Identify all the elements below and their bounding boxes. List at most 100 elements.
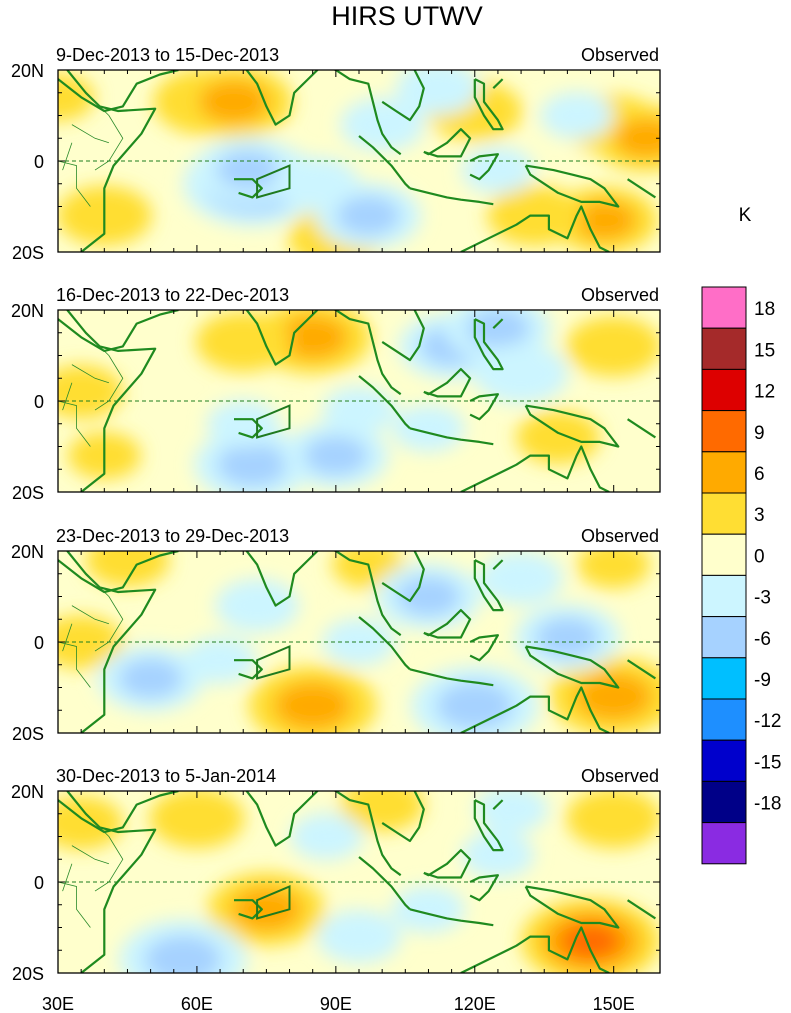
coastline bbox=[234, 418, 263, 439]
panel-date-range: 16-Dec-2013 to 22-Dec-2013 bbox=[56, 285, 289, 305]
country-border bbox=[71, 364, 110, 384]
anomaly-blob bbox=[391, 885, 465, 933]
anomaly-blob bbox=[215, 578, 300, 633]
y-tick-label: 20S bbox=[12, 243, 44, 263]
colorbar-box bbox=[701, 739, 747, 782]
anomaly-field bbox=[58, 310, 660, 492]
anomaly-blob bbox=[304, 435, 368, 476]
chart-title: HIRS UTWV bbox=[331, 1, 483, 31]
country-border bbox=[85, 92, 124, 171]
coastline bbox=[423, 128, 472, 158]
coastline bbox=[460, 205, 610, 252]
anomaly-blob bbox=[274, 681, 352, 730]
colorbar-box bbox=[701, 822, 747, 865]
coastlines bbox=[58, 551, 657, 733]
coastline bbox=[335, 551, 402, 637]
x-axis-tick-labels: 30E 60E 90E 120E 150E bbox=[42, 994, 635, 1013]
anomaly-blob bbox=[217, 442, 288, 487]
coastline bbox=[626, 659, 657, 680]
coastline bbox=[524, 404, 620, 448]
coastline bbox=[58, 791, 179, 834]
y-tick-label: 20S bbox=[12, 964, 44, 984]
coastline bbox=[460, 686, 610, 733]
coastline bbox=[469, 634, 499, 662]
coastline bbox=[524, 645, 620, 689]
colorbar-level-label: -9 bbox=[754, 670, 771, 691]
colorbar-level-label: -3 bbox=[754, 588, 771, 609]
country-border bbox=[62, 142, 73, 171]
coastline bbox=[358, 375, 411, 430]
coastline bbox=[473, 559, 504, 612]
coastline bbox=[469, 874, 499, 902]
country-border bbox=[58, 881, 91, 928]
panel-2: 16-Dec-2013 to 22-Dec-2013 Observed 20N 0 20… bbox=[11, 285, 661, 503]
coastline bbox=[473, 318, 504, 371]
anomaly-blob bbox=[461, 831, 535, 879]
coastline bbox=[224, 551, 336, 607]
colorbar-box bbox=[701, 286, 747, 329]
anomaly-blob bbox=[216, 150, 280, 191]
colorbar-box bbox=[701, 657, 747, 700]
anomaly-blob bbox=[290, 812, 364, 861]
anomaly-blob bbox=[198, 80, 270, 124]
anomaly-field bbox=[58, 70, 660, 252]
anomaly-field bbox=[58, 551, 660, 733]
anomaly-blob bbox=[436, 681, 514, 730]
coastline bbox=[234, 178, 263, 199]
coastline bbox=[381, 310, 425, 362]
colorbar-box bbox=[701, 533, 747, 576]
anomaly-blob bbox=[396, 576, 461, 617]
coastline bbox=[473, 78, 504, 131]
country-border bbox=[85, 813, 124, 892]
colorbar-box bbox=[701, 492, 747, 535]
coastlines bbox=[58, 791, 657, 973]
coastline bbox=[58, 551, 179, 594]
y-tick-label: 0 bbox=[34, 392, 44, 412]
panel-label: Observed bbox=[581, 285, 659, 305]
colorbar-box bbox=[701, 368, 747, 412]
panel-4: 30-Dec-2013 to 5-Jan-2014 Observed 20N 0 20S bbox=[11, 766, 661, 984]
colorbar-level-label: -6 bbox=[754, 629, 771, 650]
anomaly-blob bbox=[231, 887, 302, 932]
anomaly-blob bbox=[322, 386, 396, 434]
country-border bbox=[85, 573, 124, 652]
coastline bbox=[492, 799, 504, 810]
coastline bbox=[234, 899, 263, 920]
coastline bbox=[409, 427, 494, 446]
coastline bbox=[626, 418, 657, 439]
colorbar-box bbox=[701, 451, 747, 494]
colorbar-level-label: -12 bbox=[754, 711, 781, 732]
coastline bbox=[492, 318, 504, 329]
region-box bbox=[256, 884, 291, 920]
coastline bbox=[423, 848, 472, 879]
coastline bbox=[524, 885, 620, 929]
colorbar-level-label: 0 bbox=[754, 546, 765, 567]
anomaly-blob bbox=[340, 791, 425, 832]
coastline bbox=[469, 393, 499, 421]
panel-label: Observed bbox=[581, 766, 659, 786]
coastline bbox=[335, 310, 402, 396]
panel-date-range: 23-Dec-2013 to 29-Dec-2013 bbox=[56, 526, 289, 546]
colorbar-level-label: 18 bbox=[754, 299, 775, 320]
anomaly-blob bbox=[183, 636, 257, 684]
colorbar-level-label: -18 bbox=[754, 794, 781, 815]
coastline bbox=[381, 791, 425, 843]
y-tick-label: 0 bbox=[34, 152, 44, 172]
coastline bbox=[381, 70, 425, 122]
colorbar-box bbox=[701, 574, 747, 618]
coastline bbox=[409, 187, 494, 206]
colorbar-box bbox=[701, 780, 747, 824]
country-border bbox=[71, 845, 110, 865]
region-box bbox=[256, 644, 291, 680]
anomaly-blob bbox=[566, 791, 660, 849]
anomaly-blob bbox=[277, 315, 348, 360]
coastline bbox=[423, 368, 472, 398]
anomaly-blob bbox=[58, 615, 124, 669]
country-border bbox=[62, 623, 73, 652]
anomaly-blob bbox=[566, 316, 660, 377]
colorbar-level-label: 6 bbox=[754, 464, 765, 485]
x-tick-label: 30E bbox=[42, 994, 74, 1013]
coastline bbox=[423, 608, 472, 639]
anomaly-blob bbox=[395, 70, 480, 115]
anomaly-blob bbox=[475, 791, 549, 833]
